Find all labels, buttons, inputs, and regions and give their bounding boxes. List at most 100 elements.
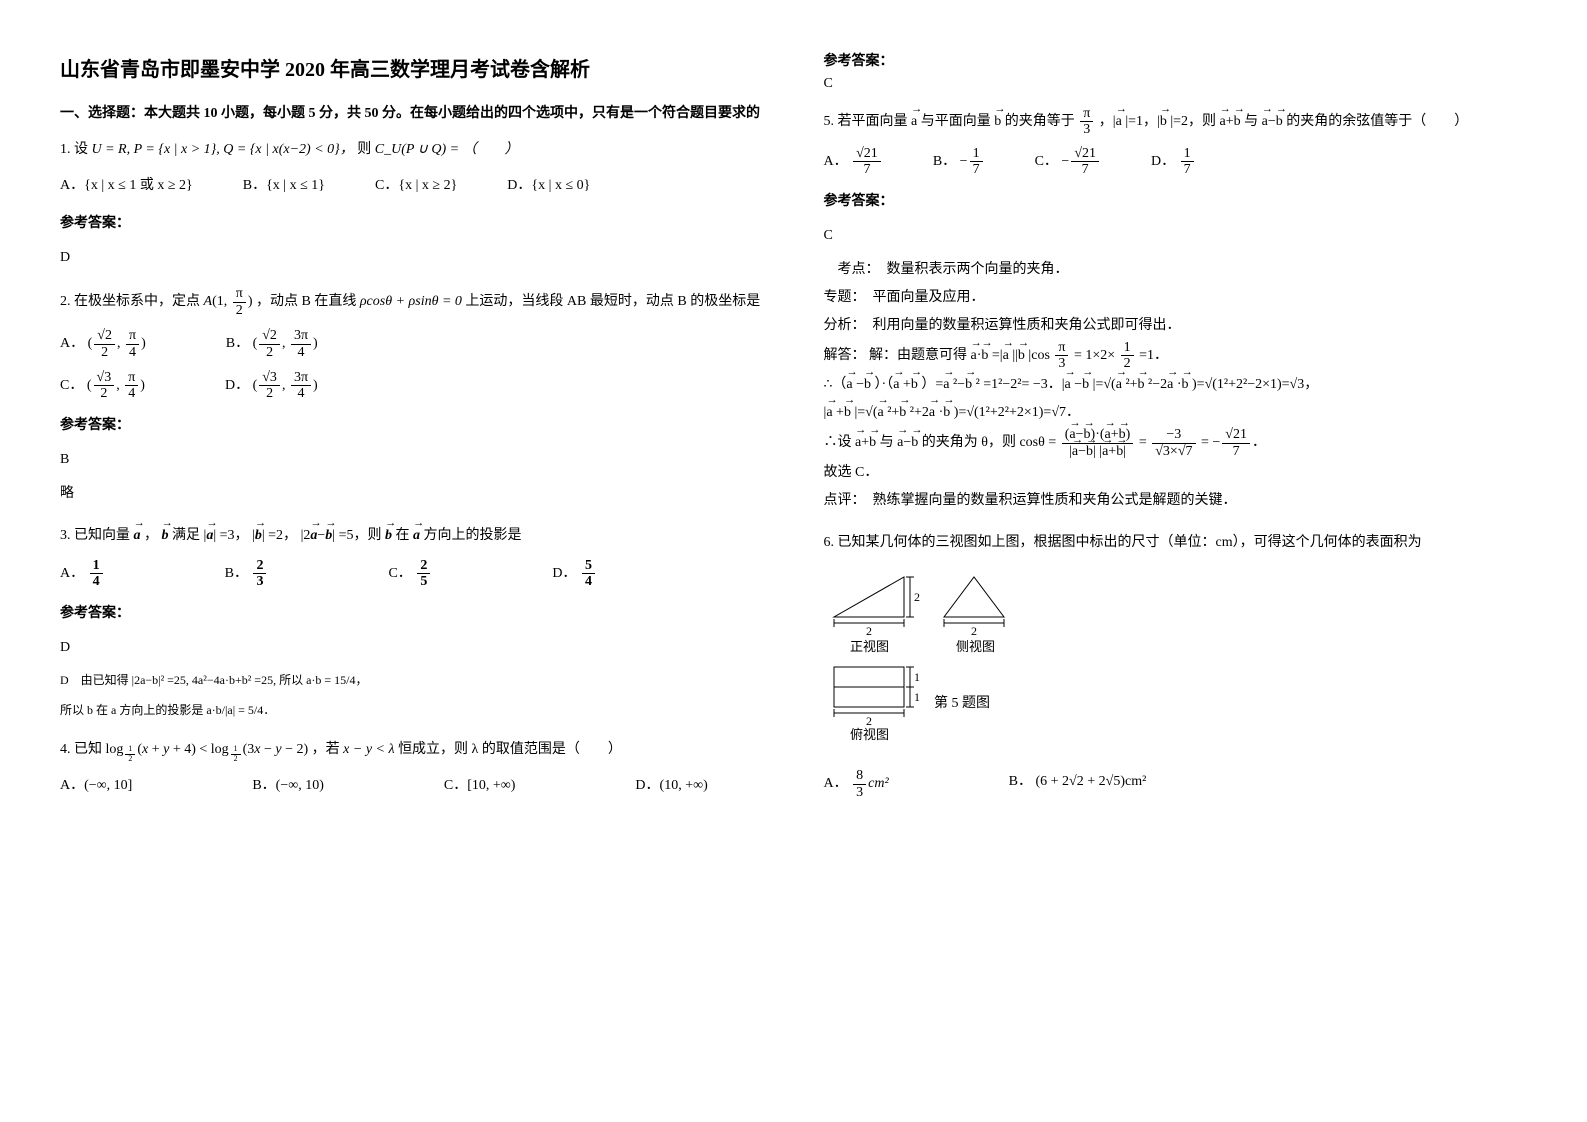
q5-fx-label: 分析：	[824, 318, 859, 333]
q1-ans: D	[60, 244, 764, 272]
q6-optB: (6 + 2√2 + 2√5)cm²	[1036, 774, 1147, 789]
q5-kd-label: 考点：	[838, 262, 873, 277]
q5-l4a: ∴设	[824, 435, 852, 450]
q5-l2j: ²+	[1125, 377, 1137, 392]
q4-stem-c: x − y < λ	[343, 742, 394, 757]
q5-dp: 熟练掌握向量的数量积运算性质和夹角公式是解题的关键．	[873, 493, 1237, 508]
q2-stem-a: 2. 在极坐标系中，定点	[60, 295, 200, 310]
q3-stem-h: 方向上的投影是	[424, 528, 522, 543]
q4-optC-label: C．	[444, 778, 467, 793]
q3-expl2: 所以 b 在 a 方向上的投影是 a·b/|a| = 5/4．	[60, 698, 764, 722]
q6-optA-label: A．	[824, 776, 848, 791]
q3-ans: D	[60, 634, 764, 662]
q5-stem-c: 的夹角等于	[1005, 114, 1075, 129]
q1-optC-label: C．	[375, 178, 398, 193]
q4-optA-label: A．	[60, 778, 84, 793]
q3-optD-label: D．	[552, 566, 576, 581]
q2-ans: B	[60, 446, 764, 474]
q3-optA-label: A．	[60, 566, 84, 581]
q5-l3c: |=√(	[854, 405, 877, 420]
q2-ans-label: 参考答案：	[60, 412, 764, 440]
q3-stem-f: =5，则	[339, 528, 382, 543]
q5: 5. 若平面向量 a 与平面向量 b 的夹角等于 π3 ，|a |=1，|b |…	[824, 106, 1528, 515]
q2-stem-line: ρcosθ + ρsinθ = 0	[360, 295, 462, 310]
three-view-svg: 2 2 正视图 2 侧视图	[824, 567, 1024, 747]
q1-stem-post: 则	[357, 142, 371, 157]
q5-l4d: cosθ =	[1019, 435, 1056, 450]
q5-ans-label: 参考答案：	[824, 188, 1528, 216]
q2-stem-b: ，动点 B 在直线	[256, 295, 356, 310]
q1-stem-math: U = R, P = {x | x > 1}, Q = {x | x(x−2) …	[92, 142, 354, 157]
q2-optD-label: D．	[225, 378, 249, 393]
q1-optD-label: D．	[507, 178, 531, 193]
q3-optC-label: C．	[388, 566, 411, 581]
q5-l2g: ² =1²−2²= −3．|	[976, 377, 1065, 392]
label-fu: 俯视图	[850, 727, 889, 742]
q5-kd: 数量积表示两个向量的夹角．	[887, 262, 1069, 277]
q5-optD-label: D．	[1151, 154, 1175, 169]
q5-fx: 利用向量的数量积运算性质和夹角公式即可得出．	[873, 318, 1181, 333]
q5-l3e: ²+2	[910, 405, 929, 420]
q4-ans-label: 参考答案：	[824, 50, 1528, 70]
q2-stem-c: 上运动，当线段 AB 最短时，动点 B 的极坐标是	[465, 295, 760, 310]
q4-optB: (−∞, 10)	[276, 778, 324, 793]
q1-optB-label: B．	[243, 178, 266, 193]
q5-l2m: )=√(1²+2²−2×1)=√3，	[1192, 377, 1318, 392]
q4-optD-label: D．	[635, 778, 659, 793]
q1-optA-label: A．	[60, 178, 84, 193]
q5-l3d: ²+	[887, 405, 899, 420]
dim-1-2: 1	[914, 690, 920, 704]
q5-stem-f: |=2，则	[1170, 114, 1216, 129]
q1-stem-pre: 1. 设	[60, 142, 88, 157]
q5-l2i: |=√(	[1093, 377, 1116, 392]
q2-ans-extra: 略	[60, 480, 764, 508]
q3-stem-b: ，	[144, 528, 158, 543]
section1-heading: 一、选择题：本大题共 10 小题，每小题 5 分，共 50 分。在每小题给出的四…	[60, 102, 764, 122]
q1-optB: {x | x ≤ 1}	[266, 178, 325, 193]
q5-ja-label: 解答：	[824, 348, 866, 363]
q5-optA-label: A．	[824, 154, 848, 169]
q4-optC: [10, +∞)	[467, 778, 515, 793]
q2-optB-label: B．	[226, 336, 249, 351]
q5-optB-label: B．	[933, 154, 956, 169]
q4-optB-label: B．	[252, 778, 275, 793]
q5-zt: 平面向量及应用．	[873, 290, 985, 305]
q5-l4c: 的夹角为 θ，则	[922, 435, 1016, 450]
q5-ans: C	[824, 222, 1528, 250]
label-q: 第 5 题图	[934, 694, 990, 711]
q5-l2f: ²−	[953, 377, 965, 392]
page-title: 山东省青岛市即墨安中学 2020 年高三数学理月考试卷含解析	[60, 53, 764, 82]
q4-stem-b: ，若	[312, 742, 340, 757]
q2-optA-label: A．	[60, 336, 84, 351]
q5-l3g: )=√(1²+2²+2×1)=√7．	[954, 405, 1080, 420]
dim-1-1: 1	[914, 670, 920, 684]
q4-optD: (10, +∞)	[660, 778, 708, 793]
q5-concl: 故选 C．	[824, 459, 1528, 487]
q4-stem-a: 4. 已知	[60, 742, 102, 757]
q6-optA-unit: cm²	[868, 776, 889, 791]
q5-zt-label: 专题：	[824, 290, 859, 305]
q1-optD: {x | x ≤ 0}	[531, 178, 590, 193]
label-ce: 侧视图	[956, 639, 995, 654]
q3-ans-label: 参考答案：	[60, 600, 764, 628]
q5-ja-b: =|	[992, 348, 1003, 363]
q3-stem-g: 在	[396, 528, 410, 543]
q3: 3. 已知向量 a ， b 满足 |a| =3， |b| =2， |2a−b| …	[60, 522, 764, 722]
q4-stem-d: 恒成立，则 λ 的取值范围是（ ）	[398, 742, 622, 757]
q5-stem-a: 5. 若平面向量	[824, 114, 908, 129]
label-zheng: 正视图	[850, 639, 889, 654]
q3-optB-label: B．	[225, 566, 248, 581]
dim-2h-1: 2	[866, 624, 872, 638]
q1-optC: {x | x ≥ 2}	[398, 178, 457, 193]
q6-diagram: 2 2 正视图 2 侧视图	[824, 567, 1528, 758]
q3-stem-c: 满足	[172, 528, 200, 543]
q6-optB-label: B．	[1009, 774, 1032, 789]
q4-optA: (−∞, 10]	[84, 778, 132, 793]
q5-ja-d: |cos	[1028, 348, 1049, 363]
q5-stem-g: 与	[1244, 114, 1258, 129]
q6: 6. 已知某几何体的三视图如上图，根据图中标出的尺寸（单位：cm），可得这个几何…	[824, 529, 1528, 800]
q1-optA: {x | x ≤ 1 或 x ≥ 2}	[84, 178, 193, 193]
dim-2h-3: 2	[866, 714, 872, 728]
q5-stem-e: |=1，|	[1125, 114, 1160, 129]
q1-ans-label: 参考答案：	[60, 210, 764, 238]
